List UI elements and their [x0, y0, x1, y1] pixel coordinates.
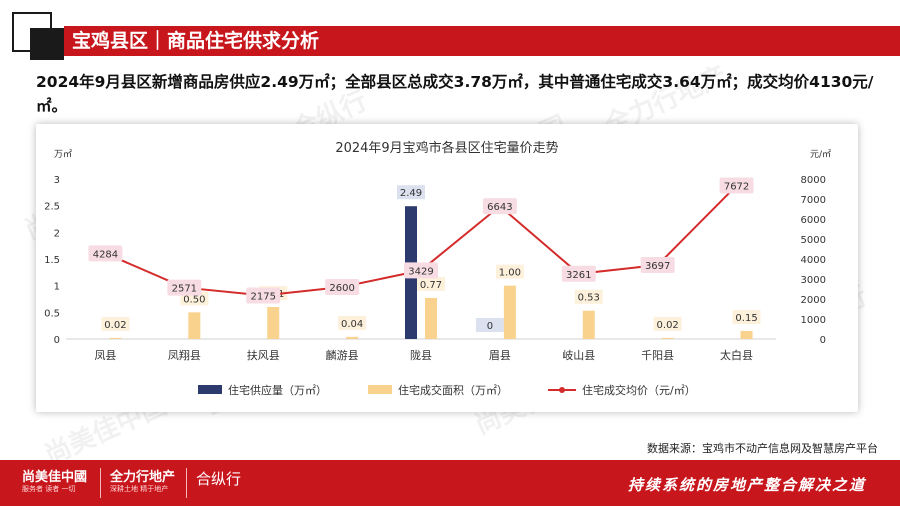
- x-axis-tick-label: 麟游县: [326, 348, 359, 362]
- x-axis-tick-label: 凤翔县: [168, 348, 201, 362]
- left-axis-tick-label: 2: [54, 228, 60, 239]
- right-axis-tick-label: 0: [820, 335, 826, 346]
- x-axis-tick-label: 凤县: [94, 349, 116, 362]
- price-data-label-bg: [325, 279, 360, 295]
- left-axis-tick-label: 2.5: [44, 202, 60, 213]
- right-axis-tick-label: 8000: [801, 175, 826, 186]
- supply-data-label: 2.49: [400, 188, 422, 199]
- deal-data-label-bg: [732, 310, 761, 324]
- deal-area-bar: [740, 331, 753, 339]
- deal-data-label: 0.50: [183, 294, 205, 305]
- legend-swatch-supply: [198, 385, 222, 394]
- data-source-note: 数据来源：宝鸡市不动产信息网及智慧房产平台: [647, 442, 878, 455]
- deal-data-label-bg: [495, 264, 524, 279]
- price-data-label-bg: [88, 245, 123, 262]
- price-data-label: 3261: [566, 270, 591, 281]
- title-bar: [64, 26, 900, 56]
- deal-data-label-bg: [101, 316, 130, 331]
- price-data-label: 2600: [329, 283, 354, 294]
- deal-data-label: 1.00: [499, 268, 521, 279]
- x-axis-tick-label: 岐山县: [562, 349, 595, 362]
- price-data-label-bg: [404, 262, 438, 279]
- chart-title: 2024年9月宝鸡市各县区住宅量价走势: [335, 140, 558, 156]
- footer-logo-quanlixing-tagline: 深耕土地 精于地产: [110, 485, 169, 493]
- x-axis-tick-label: 陇县: [410, 348, 432, 362]
- price-data-label-bg: [561, 265, 596, 282]
- deal-data-label-bg: [653, 316, 682, 331]
- deal-area-bar: [582, 310, 595, 339]
- x-axis-tick-label: 太白县: [720, 348, 753, 362]
- price-data-label-bg: [482, 198, 517, 215]
- footer-logo-quanlixing: 全力行地产: [110, 470, 176, 485]
- right-axis-unit: 元/㎡: [810, 149, 831, 160]
- left-axis-tick-label: 0: [54, 335, 60, 346]
- supply-data-label-bg: [475, 318, 504, 332]
- x-axis-tick-label: 千阳县: [641, 349, 674, 362]
- footer-bar: [0, 460, 900, 506]
- right-axis-tick-label: 7000: [801, 195, 826, 206]
- footer-divider: [100, 468, 101, 498]
- price-data-label: 7672: [724, 182, 749, 193]
- left-axis-tick-label: 1: [54, 282, 60, 293]
- deal-data-label: 0.77: [420, 280, 442, 291]
- deal-data-label-bg: [417, 276, 445, 291]
- deal-data-label-bg: [338, 315, 367, 330]
- deal-data-label-bg: [574, 289, 603, 304]
- deal-area-bar: [661, 337, 674, 339]
- footer-logo-shangmeijia-tagline: 服务者 读者 一切: [22, 485, 76, 493]
- left-axis-tick-label: 1.5: [44, 255, 60, 266]
- left-axis-tick-label: 0.5: [44, 308, 60, 319]
- x-axis-tick-label: 眉县: [489, 349, 511, 362]
- right-axis-tick-label: 4000: [801, 255, 826, 266]
- right-axis-tick-label: 2000: [801, 295, 826, 306]
- deal-area-bar: [425, 297, 437, 339]
- deal-data-label: 0.15: [735, 313, 757, 324]
- supply-data-label-bg: [397, 185, 425, 200]
- price-data-label-bg: [167, 279, 202, 296]
- price-data-label: 3697: [645, 261, 670, 272]
- summary-text: 2024年9月县区新增商品房供应2.49万㎡；全部县区总成交3.78万㎡，其中普…: [36, 73, 874, 115]
- right-axis-tick-label: 5000: [801, 235, 826, 246]
- footer-logo-hezongxing: 合纵行: [196, 470, 242, 488]
- legend-label-price: 住宅成交均价（元/㎡）: [582, 383, 696, 397]
- price-data-label: 4284: [93, 249, 118, 260]
- deal-area-bar: [188, 312, 201, 339]
- deal-data-label: 0.53: [578, 293, 600, 304]
- legend-marker-price: [559, 387, 565, 393]
- legend-label-supply: 住宅供应量（万㎡）: [228, 383, 327, 397]
- deal-area-bar: [346, 336, 359, 339]
- left-axis-tick-label: 3: [54, 175, 60, 186]
- legend-swatch-deal-area: [368, 385, 392, 394]
- price-data-label-bg: [640, 257, 675, 274]
- deal-area-bar: [109, 337, 122, 339]
- right-axis-tick-label: 1000: [801, 315, 826, 326]
- left-axis-unit: 万㎡: [54, 149, 72, 160]
- price-data-label-bg: [246, 287, 281, 304]
- deal-data-label: 0.04: [341, 319, 363, 330]
- chart-panel: 2024年9月宝鸡市各县区住宅量价走势万㎡ 元/㎡ 0 0.5 1 1.5 2 2.5 3 0 10…: [36, 124, 858, 412]
- supply-data-label: 0: [487, 321, 493, 332]
- page-title: 宝鸡县区｜商品住宅供求分析: [72, 30, 320, 52]
- deal-data-label: 0.02: [104, 320, 126, 331]
- right-axis-tick-label: 3000: [801, 275, 826, 286]
- footer-slogan: 持续系统的房地产整合解决之道: [627, 476, 866, 494]
- right-axis-tick-label: 6000: [801, 215, 826, 226]
- price-data-label: 3429: [408, 266, 433, 277]
- x-axis-tick-label: 扶风县: [247, 348, 280, 362]
- price-data-label: 2175: [250, 292, 275, 303]
- deal-data-label: 0.02: [657, 320, 679, 331]
- deal-area-bar: [503, 285, 516, 339]
- footer-logo-shangmeijia: 尚美佳中國: [22, 470, 88, 485]
- legend-label-deal-area: 住宅成交面积（万㎡）: [398, 383, 508, 397]
- footer-divider: [186, 468, 187, 498]
- price-data-label: 2571: [172, 284, 197, 295]
- title-corner-block: [30, 28, 64, 60]
- deal-area-bar: [267, 307, 280, 339]
- price-data-label: 6643: [487, 202, 512, 213]
- price-data-label-bg: [719, 177, 754, 194]
